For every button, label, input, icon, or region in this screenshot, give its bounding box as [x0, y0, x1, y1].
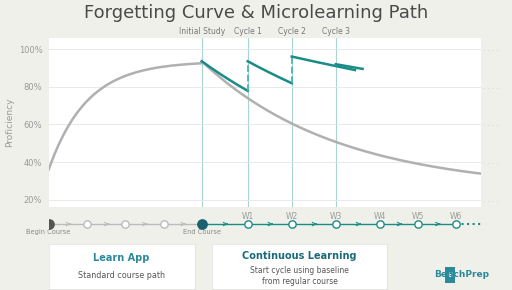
Text: End Course: End Course — [183, 229, 221, 235]
Text: W5: W5 — [412, 212, 424, 221]
Text: Continuous Learning: Continuous Learning — [242, 251, 357, 261]
Point — [332, 222, 340, 226]
Point — [244, 222, 252, 226]
Point — [83, 222, 91, 226]
Point — [376, 222, 384, 226]
Text: Cycle 2: Cycle 2 — [278, 27, 306, 36]
Point — [288, 222, 296, 226]
Text: . . . .: . . . . — [483, 159, 499, 165]
Point — [45, 222, 53, 226]
Point — [121, 222, 130, 226]
Text: Learn App: Learn App — [93, 253, 150, 263]
Text: W1: W1 — [242, 212, 254, 221]
Point — [198, 222, 206, 226]
Point — [452, 222, 460, 226]
Text: W3: W3 — [330, 212, 342, 221]
Y-axis label: Proficiency: Proficiency — [6, 98, 14, 147]
Point — [45, 222, 53, 226]
Point — [414, 222, 422, 226]
Text: Initial Study: Initial Study — [179, 27, 225, 36]
Text: Start cycle using baseline
from regular course: Start cycle using baseline from regular … — [250, 266, 349, 286]
Text: Cycle 1: Cycle 1 — [234, 27, 262, 36]
Text: B: B — [447, 272, 453, 278]
Text: . . . .: . . . . — [483, 197, 499, 203]
Text: . . . .: . . . . — [483, 84, 499, 90]
Text: W6: W6 — [450, 212, 462, 221]
Text: BenchPrep: BenchPrep — [434, 269, 489, 279]
Text: Standard course path: Standard course path — [78, 271, 165, 280]
Point — [159, 222, 167, 226]
Text: Begin Course: Begin Course — [27, 229, 71, 235]
Text: . . . .: . . . . — [483, 122, 499, 127]
Text: W2: W2 — [286, 212, 298, 221]
Text: Forgetting Curve & Microlearning Path: Forgetting Curve & Microlearning Path — [84, 4, 428, 22]
Text: W4: W4 — [374, 212, 386, 221]
Text: Cycle 3: Cycle 3 — [322, 27, 350, 36]
Text: . . . .: . . . . — [483, 46, 499, 52]
